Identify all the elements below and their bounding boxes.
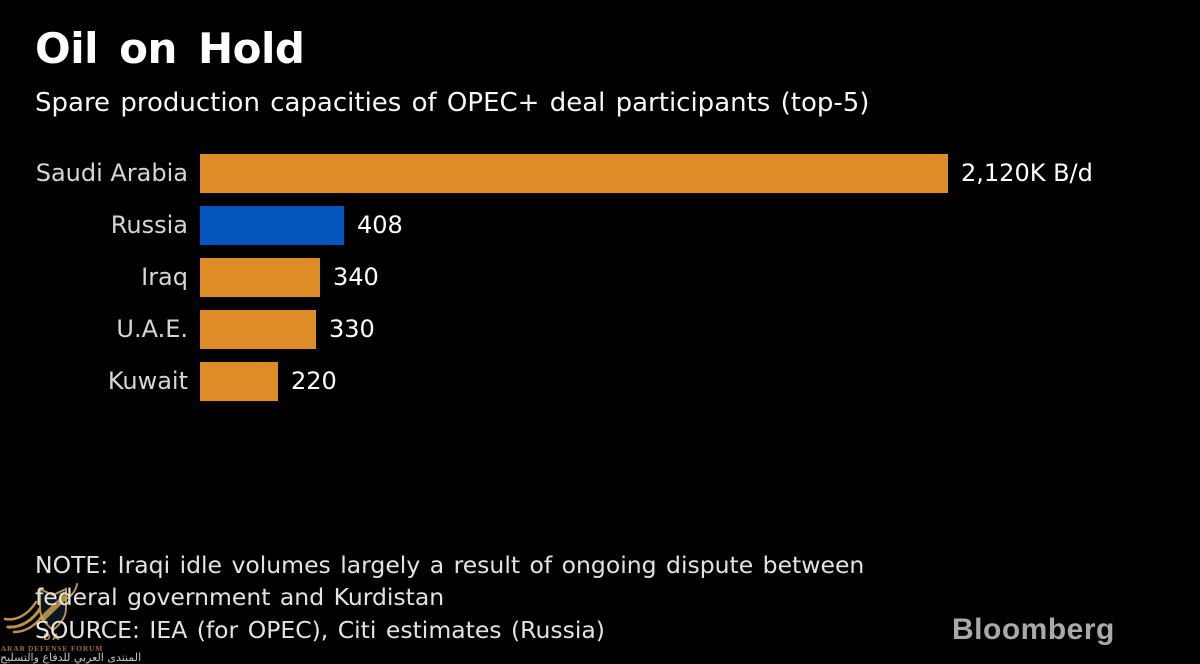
bar-kuwait <box>200 362 278 401</box>
value-label: 330 <box>329 315 375 343</box>
bar-row: Iraq 340 <box>0 258 1200 297</box>
category-label: Russia <box>110 211 188 239</box>
watermark-forum-name: ARAB DEFENSE FORUM <box>0 644 104 653</box>
source-text: SOURCE: IEA (for OPEC), Citi estimates (… <box>35 616 605 644</box>
watermark-monogram: DA <box>43 633 61 643</box>
bar-row: Saudi Arabia 2,120K B/d <box>0 154 1200 193</box>
chart-subtitle: Spare production capacities of OPEC+ dea… <box>35 88 870 118</box>
bar-iraq <box>200 258 320 297</box>
bar-russia <box>200 206 344 245</box>
value-label: 2,120K B/d <box>961 159 1093 187</box>
watermark-emblem-icon <box>3 583 78 634</box>
category-label: Iraq <box>141 263 188 291</box>
value-label: 220 <box>291 367 337 395</box>
bar-saudi-arabia <box>200 154 948 193</box>
watermark-forum-name-arabic: المنتدى العربي للدفاع والتسليح <box>0 651 142 664</box>
bar-row: Kuwait 220 <box>0 362 1200 401</box>
note-line-1: NOTE: Iraqi idle volumes largely a resul… <box>35 551 865 579</box>
bar-chart: Saudi Arabia 2,120K B/d Russia 408 Iraq 340 U.… <box>0 154 1200 414</box>
watermark: DA ARAB DEFENSE FORUM المنتدى العربي للد… <box>0 577 142 664</box>
chart-note: NOTE: Iraqi idle volumes largely a resul… <box>35 549 864 613</box>
category-label: Kuwait <box>107 367 188 395</box>
bar-row: U.A.E. 330 <box>0 310 1200 349</box>
value-label: 408 <box>357 211 403 239</box>
note-line-2: federal government and Kurdistan <box>35 583 445 611</box>
bar-row: Russia 408 <box>0 206 1200 245</box>
bar-u-a-e <box>200 310 316 349</box>
category-label: Saudi Arabia <box>35 159 188 187</box>
category-label: U.A.E. <box>116 315 188 343</box>
value-label: 340 <box>333 263 379 291</box>
chart-title: Oil on Hold <box>35 24 305 73</box>
bloomberg-logo: Bloomberg <box>952 613 1115 646</box>
